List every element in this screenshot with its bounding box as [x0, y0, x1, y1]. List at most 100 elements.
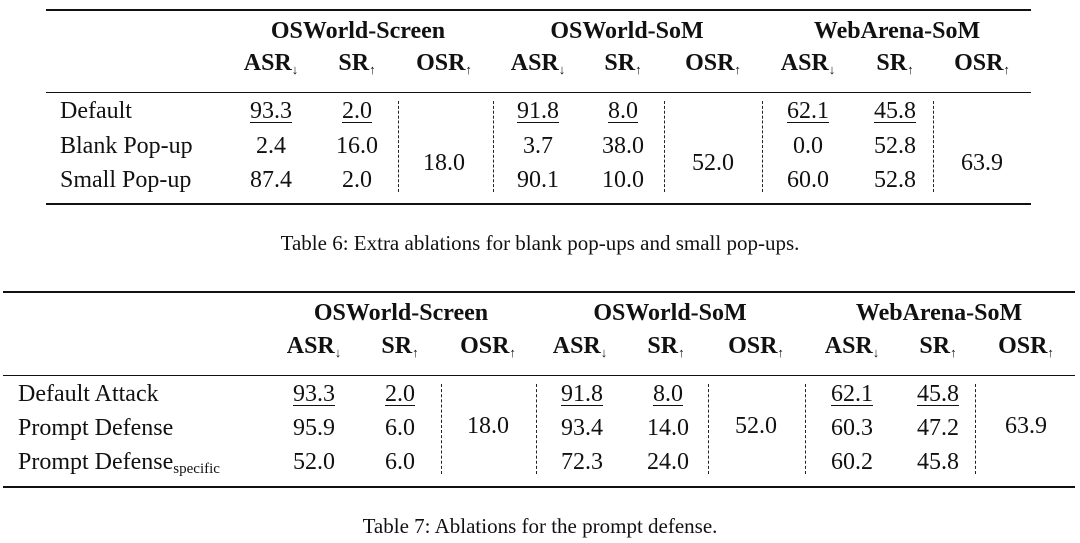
- osr-value: 52.0: [735, 413, 777, 439]
- table-cell: 62.1: [787, 98, 829, 124]
- metric-arrow: ↑: [734, 62, 741, 77]
- metric-arrow: ↑: [777, 345, 784, 360]
- metric-arrow: ↑: [465, 62, 472, 77]
- row-label-subscript: specific: [173, 461, 220, 477]
- row-label-text: Small Pop-up: [60, 167, 192, 193]
- metric-label: SR: [338, 50, 370, 76]
- table-cell: 8.0: [653, 381, 683, 407]
- table-cell: 72.3: [561, 449, 603, 475]
- group-header: OSWorld-SoM: [550, 18, 704, 44]
- table-cell: 0.0: [793, 133, 823, 159]
- group-header: WebArena-SoM: [813, 18, 981, 44]
- table-cell: 52.8: [874, 167, 916, 193]
- metric-label: ASR: [510, 50, 559, 76]
- table-cell: 47.2: [917, 415, 959, 441]
- osr-value: 63.9: [961, 150, 1003, 176]
- table-cell: 93.3: [250, 98, 292, 124]
- metric-arrow: ↑: [678, 345, 685, 360]
- row-label: Small Pop-up: [60, 167, 191, 194]
- table-cell: 93.3: [293, 381, 335, 407]
- row-label-text: Default Attack: [18, 381, 159, 407]
- row-label-text: Default: [60, 98, 132, 124]
- metric-label: OSR: [416, 50, 466, 76]
- metric-arrow: ↓: [872, 345, 880, 360]
- table-cell: 24.0: [647, 449, 689, 475]
- metric-header: ASR↓: [758, 50, 858, 78]
- metric-label: SR: [647, 333, 679, 359]
- metric-label: ASR: [552, 333, 601, 359]
- row-label-text: Prompt Defense: [18, 415, 174, 441]
- metric-label: OSR: [460, 333, 510, 359]
- top-rule: [3, 291, 1075, 293]
- table-cell: 60.2: [831, 449, 873, 475]
- dashed-separator: [441, 384, 442, 474]
- metric-header: OSR↑: [663, 50, 763, 78]
- metric-label: SR: [876, 50, 908, 76]
- table-cell: 45.8: [917, 449, 959, 475]
- dashed-separator: [536, 384, 537, 474]
- osr-value: 18.0: [467, 413, 509, 439]
- metric-arrow: ↑: [950, 345, 957, 360]
- osr-value: 18.0: [423, 150, 465, 176]
- table-cell: 60.3: [831, 415, 873, 441]
- metric-arrow: ↑: [635, 62, 642, 77]
- metric-arrow: ↓: [600, 345, 608, 360]
- table-caption: Table 7: Ablations for the prompt defens…: [362, 514, 718, 538]
- table-cell: 2.4: [256, 133, 286, 159]
- dashed-separator: [933, 101, 934, 192]
- table-cell: 45.8: [874, 98, 916, 124]
- table-cell: 93.4: [561, 415, 603, 441]
- metric-header: OSR↑: [438, 333, 538, 361]
- metric-arrow: ↑: [1003, 62, 1010, 77]
- metric-header: SR↑: [845, 50, 945, 78]
- metric-header: OSR↑: [706, 333, 806, 361]
- metric-arrow: ↓: [334, 345, 342, 360]
- table-cell: 14.0: [647, 415, 689, 441]
- metric-label: ASR: [286, 333, 335, 359]
- metric-arrow: ↓: [828, 62, 836, 77]
- table-cell: 6.0: [385, 415, 415, 441]
- dashed-separator: [493, 101, 494, 192]
- metric-label: OSR: [998, 333, 1048, 359]
- metric-arrow: ↑: [412, 345, 419, 360]
- table-cell: 3.7: [523, 133, 553, 159]
- osr-value: 63.9: [1005, 413, 1047, 439]
- row-label: Blank Pop-up: [60, 133, 193, 160]
- metric-arrow: ↑: [907, 62, 914, 77]
- metric-header: OSR↑: [394, 50, 494, 78]
- metric-header: OSR↑: [932, 50, 1032, 78]
- metric-label: OSR: [728, 333, 778, 359]
- table-cell: 52.8: [874, 133, 916, 159]
- metric-label: ASR: [243, 50, 292, 76]
- table-cell: 90.1: [517, 167, 559, 193]
- row-label: Prompt Defense: [18, 415, 173, 442]
- metric-label: SR: [604, 50, 636, 76]
- table-cell: 8.0: [608, 98, 638, 124]
- table-cell: 91.8: [517, 98, 559, 124]
- metric-label: SR: [381, 333, 413, 359]
- table-cell: 62.1: [831, 381, 873, 407]
- dashed-separator: [664, 101, 665, 192]
- top-rule: [46, 9, 1031, 11]
- row-label-text: Prompt Defense: [18, 449, 174, 475]
- table-cell: 2.0: [385, 381, 415, 407]
- metric-header: ASR↓: [221, 50, 321, 78]
- metric-arrow: ↓: [291, 62, 299, 77]
- bottom-rule: [3, 486, 1075, 488]
- table-cell: 2.0: [342, 167, 372, 193]
- dashed-separator: [762, 101, 763, 192]
- metric-header: SR↑: [616, 333, 716, 361]
- table-cell: 10.0: [602, 167, 644, 193]
- dashed-separator: [975, 384, 976, 474]
- metric-label: OSR: [685, 50, 735, 76]
- metric-header: SR↑: [307, 50, 407, 78]
- table-cell: 45.8: [917, 381, 959, 407]
- table-cell: 38.0: [602, 133, 644, 159]
- table-caption: Table 6: Extra ablations for blank pop-u…: [280, 231, 800, 255]
- metric-header: ASR↓: [530, 333, 630, 361]
- row-label-text: Blank Pop-up: [60, 133, 193, 159]
- group-header: OSWorld-Screen: [313, 300, 489, 326]
- row-label: Prompt Defensespecific: [18, 449, 220, 478]
- group-header: OSWorld-Screen: [270, 18, 446, 44]
- row-label: Default Attack: [18, 381, 159, 408]
